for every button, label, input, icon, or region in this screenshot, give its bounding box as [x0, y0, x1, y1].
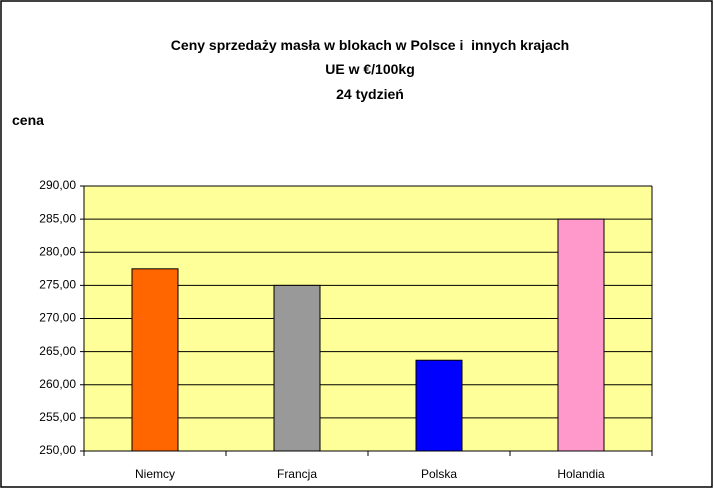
bar — [273, 284, 321, 452]
bar — [415, 359, 463, 452]
x-tick-label: Polska — [421, 467, 457, 481]
y-tick-label: 250,00 — [39, 443, 76, 457]
bar — [557, 218, 605, 452]
chart-subtitle: 24 tydzień — [336, 86, 404, 102]
y-tick-label: 285,00 — [39, 211, 76, 225]
x-tick-label: Niemcy — [135, 467, 175, 481]
y-tick-label: 265,00 — [39, 344, 76, 358]
bar — [131, 268, 179, 452]
y-tick-label: 255,00 — [39, 410, 76, 424]
y-tick-label: 290,00 — [39, 178, 76, 192]
y-tick-label: 280,00 — [39, 244, 76, 258]
y-tick-label: 275,00 — [39, 278, 76, 292]
y-tick-label: 270,00 — [39, 311, 76, 325]
y-tick-label: 260,00 — [39, 377, 76, 391]
x-tick-label: Francja — [277, 467, 317, 481]
x-tick-label: Holandia — [557, 467, 605, 481]
y-axis-label: cena — [12, 112, 44, 128]
chart-title: Ceny sprzedaży masła w blokach w Polsce … — [170, 37, 570, 77]
